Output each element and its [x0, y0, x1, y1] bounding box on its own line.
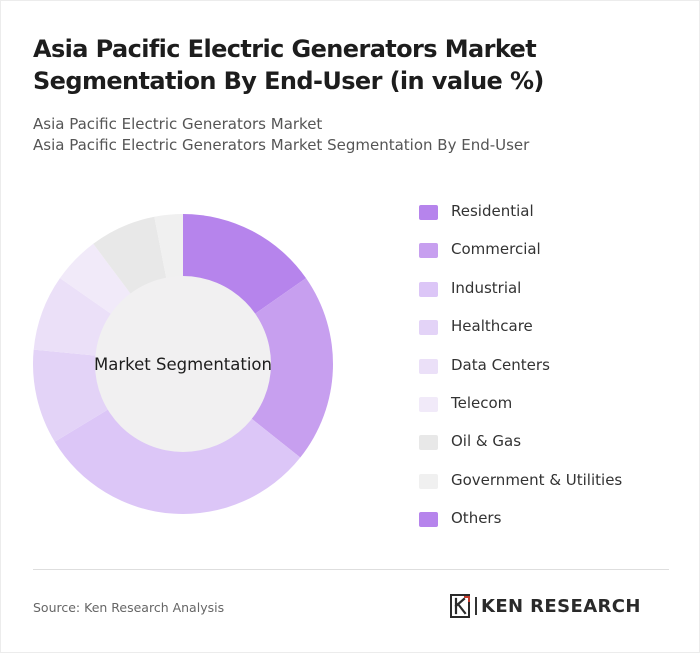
legend-swatch-telecom [419, 396, 438, 412]
legend-label-healthcare: Healthcare [451, 317, 533, 336]
legend-label-telecom: Telecom [451, 393, 513, 412]
legend-swatch-residential [419, 205, 438, 220]
legend-label-data-centers: Data Centers [451, 355, 550, 374]
source-note: Source: Ken Research Analysis [33, 600, 225, 615]
legend-label-others: Others [451, 509, 502, 528]
legend-label-oil-gas: Oil & Gas [451, 432, 522, 451]
legend-item-industrial: Industrial [419, 274, 689, 312]
legend-item-data-centers: Data Centers [419, 351, 689, 389]
legend-item-commercial: Commercial [419, 235, 689, 273]
legend-label-industrial: Industrial [451, 278, 522, 297]
legend-item-government-utilities: Government & Utilities [419, 466, 689, 504]
ken-research-logo-icon [450, 594, 470, 618]
ken-research-logo: KEN RESEARCH [449, 593, 671, 621]
logo-separator [475, 597, 477, 615]
legend-item-telecom: Telecom [419, 389, 689, 427]
ken-research-logo-text: KEN RESEARCH [481, 596, 641, 617]
legend-swatch-commercial [419, 243, 438, 259]
chart-subtitle-segmentation: Asia Pacific Electric Generators Market … [33, 136, 530, 154]
donut-chart: Market Segmentation [32, 214, 333, 514]
donut-center-label: Market Segmentation [94, 355, 272, 374]
legend-item-oil-gas: Oil & Gas [419, 427, 689, 465]
chart-legend: Residential Commercial Industrial Healthcar… [419, 197, 689, 543]
footer-divider [33, 569, 669, 570]
legend-item-others: Others [419, 504, 689, 542]
chart-subtitle-market: Asia Pacific Electric Generators Market [33, 115, 323, 133]
legend-item-healthcare: Healthcare [419, 312, 689, 350]
legend-label-residential: Residential [451, 202, 534, 220]
legend-swatch-industrial [419, 281, 438, 297]
donut-hole [95, 276, 271, 452]
legend-swatch-healthcare [419, 320, 438, 336]
legend-swatch-others [419, 512, 438, 528]
chart-title: Asia Pacific Electric Generators Market … [33, 35, 544, 95]
legend-label-commercial: Commercial [451, 240, 541, 259]
legend-item-residential: Residential [419, 197, 689, 235]
legend-swatch-government-utilities [419, 473, 438, 489]
legend-swatch-data-centers [419, 358, 438, 374]
legend-label-government-utilities: Government & Utilities [451, 470, 623, 489]
legend-swatch-oil-gas [419, 435, 438, 451]
